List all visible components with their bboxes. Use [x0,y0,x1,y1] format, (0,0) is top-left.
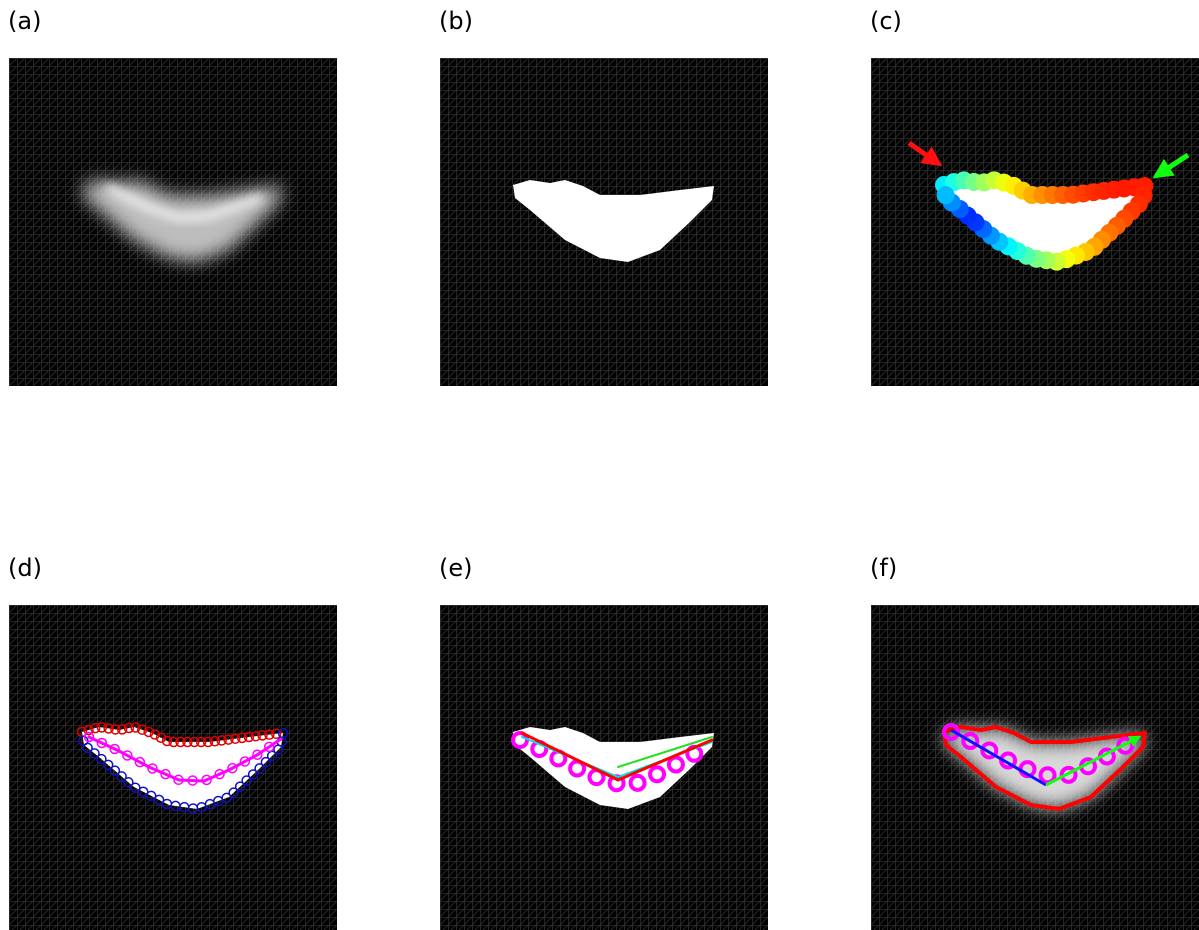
panel-image [9,58,337,386]
panel-image [871,58,1199,386]
boundary-point [937,186,955,204]
panel-label: (b) [439,7,473,35]
panel-label: (f) [870,554,897,582]
panel-image [440,605,768,930]
panel-label: (e) [439,554,473,582]
panel-label: (d) [8,554,42,582]
panel-image [9,605,337,930]
panel-label: (c) [870,7,902,35]
page: (a)(b)(c)(d)(e)(f) (() => { const data =… [0,0,1199,930]
panel-label: (a) [8,7,41,35]
figure: (a) (b) (c) (d) (e) (f) [0,0,1199,930]
panel-image [440,58,768,386]
panel-image [871,605,1199,930]
